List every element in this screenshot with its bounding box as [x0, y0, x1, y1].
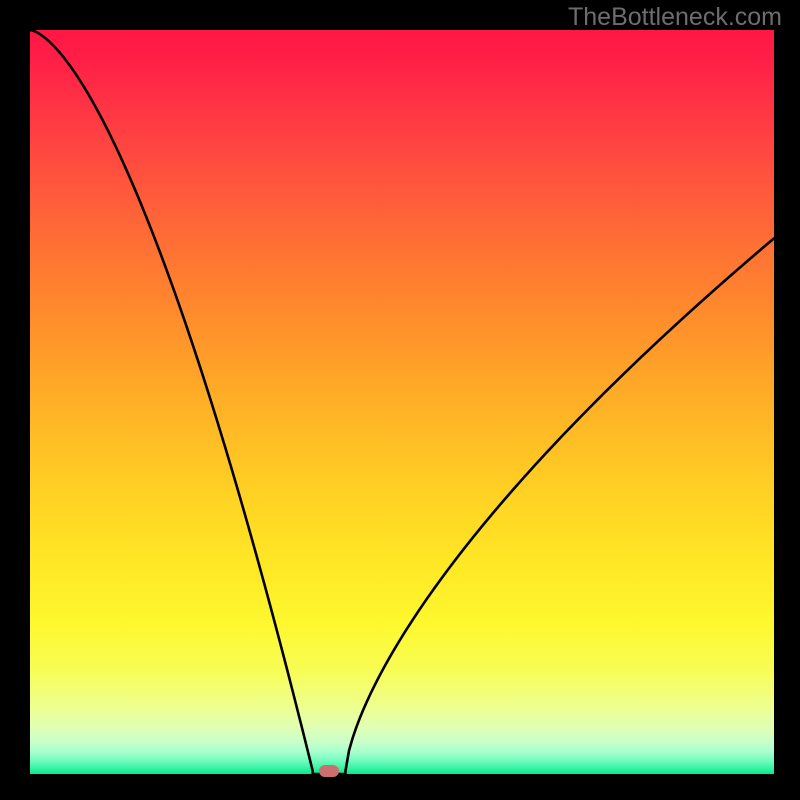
watermark-text: TheBottleneck.com [568, 3, 782, 32]
plot-area [30, 30, 774, 774]
curve-layer [30, 30, 774, 774]
optimal-point-marker [319, 765, 339, 777]
chart-stage: TheBottleneck.com [0, 0, 800, 800]
bottleneck-curve [30, 30, 774, 774]
